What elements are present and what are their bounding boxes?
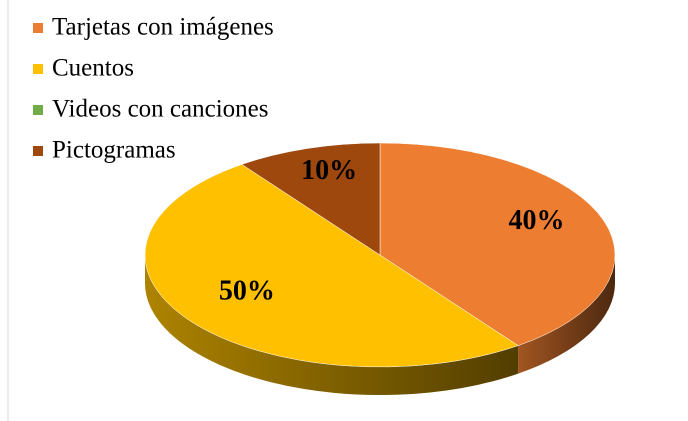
data-label: 40% [508,205,564,236]
legend-label: Videos con canciones [52,96,268,123]
legend-label: Cuentos [52,55,134,82]
data-label: 10% [301,155,357,186]
slice [144,164,519,368]
legend-label: Pictogramas [52,137,176,164]
legend-swatch [33,105,43,115]
data-label: 50% [219,276,275,307]
legend-swatch [33,23,43,33]
slice-side-shade [518,255,615,374]
slice-side-shade [145,255,519,395]
slice [379,142,616,346]
legend-swatch [33,64,43,74]
slice [241,142,381,256]
legend-swatch [33,146,43,156]
legend-label: Tarjetas con imágenes [52,14,274,41]
